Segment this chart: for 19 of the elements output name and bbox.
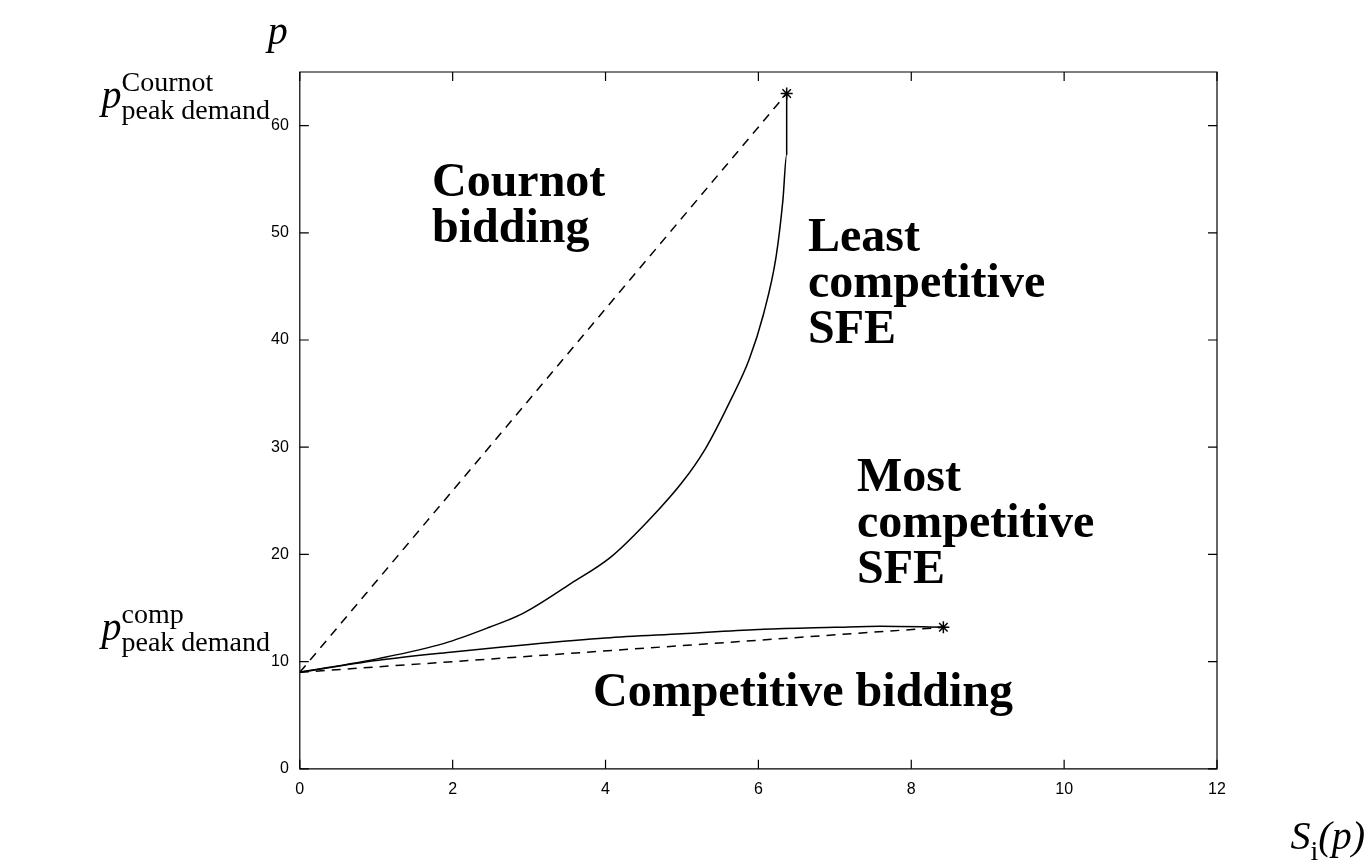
x-tick-label: 10 xyxy=(1055,779,1074,797)
x-tick-label: 8 xyxy=(906,779,916,797)
annotation: Cournot bidding xyxy=(432,153,606,253)
y-tick-label: 30 xyxy=(271,437,289,455)
x-tick-label: 6 xyxy=(753,779,763,797)
y-tick-label: 50 xyxy=(271,223,289,241)
y-axis-title: p xyxy=(264,8,288,53)
x-tick-label: 4 xyxy=(601,779,611,797)
annotation: Least competitive SFE xyxy=(808,208,1046,354)
annotation: Competitive bidding xyxy=(593,663,1014,717)
x-tick-label: 2 xyxy=(448,779,458,797)
annotation: Most competitive SFE xyxy=(857,448,1095,594)
y-tick-label: 60 xyxy=(271,116,289,134)
x-tick-label: 0 xyxy=(295,779,305,797)
y-tick-label: 40 xyxy=(271,330,289,348)
y-tick-label: 20 xyxy=(271,544,289,562)
y-tick-label: 10 xyxy=(271,652,289,670)
y-tick-label: 0 xyxy=(279,759,289,777)
x-tick-label: 12 xyxy=(1208,779,1226,797)
